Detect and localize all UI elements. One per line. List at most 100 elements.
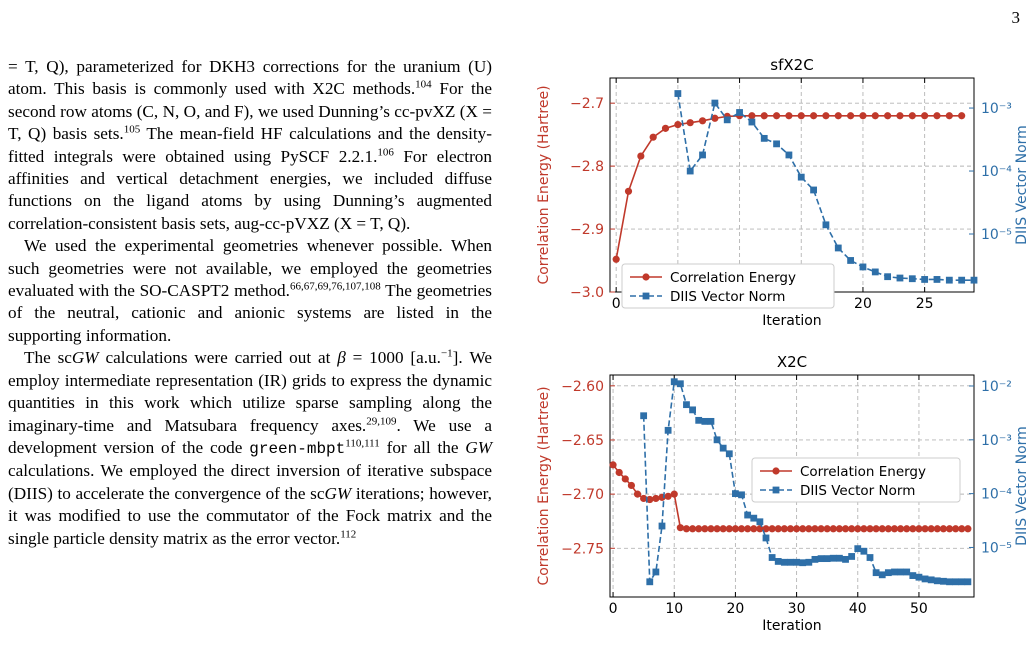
- data-point: [897, 568, 904, 576]
- text-run: 66,67,69,76,107,108: [289, 280, 381, 293]
- data-point: [805, 558, 813, 566]
- series-diis-vector-norm: [640, 378, 972, 586]
- data-point: [939, 525, 948, 533]
- data-point: [774, 525, 782, 533]
- data-point: [736, 109, 743, 116]
- data-point: [829, 525, 837, 533]
- data-point: [640, 412, 648, 420]
- data-point: [945, 525, 954, 533]
- y-tick-label-left: −2.60: [561, 379, 604, 395]
- data-point: [842, 555, 849, 563]
- y-axis-label-right: DIIS Vector Norm: [1014, 125, 1029, 245]
- data-point: [780, 525, 788, 533]
- data-point: [768, 525, 776, 533]
- data-point: [738, 491, 745, 499]
- data-point: [871, 268, 879, 276]
- data-point: [695, 416, 703, 424]
- text-run: β: [337, 348, 346, 368]
- data-point: [848, 525, 856, 533]
- data-point: [927, 525, 935, 533]
- data-point: [884, 273, 892, 281]
- data-point: [896, 525, 905, 533]
- data-point: [834, 112, 842, 120]
- text-run: calculations. We employed the direct inv…: [8, 461, 492, 503]
- data-point: [615, 468, 623, 477]
- y-tick-label-right: 10⁻³: [981, 101, 1012, 117]
- text-run: GW: [324, 483, 352, 503]
- x-tick-label: 50: [910, 601, 928, 617]
- data-point: [933, 525, 941, 533]
- data-point: [891, 568, 898, 576]
- data-point: [797, 173, 805, 181]
- data-point: [664, 492, 672, 500]
- data-point: [787, 558, 794, 566]
- text-run: green-mbpt: [249, 439, 346, 458]
- data-point: [750, 525, 758, 533]
- data-point: [903, 525, 911, 533]
- data-point: [701, 417, 709, 425]
- legend-marker: [772, 486, 780, 494]
- text-run: 105: [123, 123, 141, 136]
- data-point: [809, 112, 818, 120]
- data-point: [859, 263, 867, 271]
- y-tick-label-left: −2.70: [561, 487, 604, 503]
- plot-frame: [609, 77, 975, 293]
- data-point: [958, 578, 966, 586]
- y-tick-label-right: 10⁻⁵: [981, 227, 1012, 243]
- data-point: [872, 525, 880, 533]
- data-point: [737, 525, 746, 533]
- y-tick-label-right: 10⁻⁵: [981, 540, 1012, 556]
- data-point: [945, 112, 953, 120]
- data-point: [835, 525, 844, 533]
- data-point: [829, 554, 837, 562]
- data-point: [682, 525, 691, 533]
- data-point: [946, 578, 953, 586]
- legend-marker: [642, 292, 650, 300]
- data-point: [723, 116, 731, 124]
- data-point: [884, 112, 892, 120]
- data-point: [927, 576, 935, 584]
- data-point: [915, 573, 923, 581]
- data-point: [836, 554, 843, 562]
- paragraph-basis-sets: = T, Q), parameterized for DKH3 correcti…: [8, 56, 492, 235]
- data-point: [760, 134, 768, 142]
- x-tick-label: 20: [726, 601, 744, 617]
- data-point: [878, 525, 886, 533]
- text-run: 29,109: [366, 414, 397, 427]
- data-point: [772, 112, 781, 120]
- paragraph-geometries: We used the experimental geometries when…: [8, 235, 492, 347]
- data-point: [921, 112, 929, 120]
- x-tick-label: 30: [788, 601, 806, 617]
- y-tick-label-right: 10⁻⁴: [981, 487, 1012, 503]
- data-point: [676, 380, 684, 388]
- data-point: [817, 525, 825, 533]
- data-point: [686, 167, 694, 175]
- text-run: ]. We employ intermediate representation…: [8, 348, 492, 435]
- data-point: [805, 525, 813, 533]
- data-point: [896, 274, 904, 282]
- data-point: [609, 461, 617, 469]
- data-point: [732, 490, 739, 498]
- data-point: [748, 118, 756, 126]
- data-point: [945, 276, 953, 284]
- text-run: The geometries of the neutral, cationic …: [8, 281, 492, 345]
- data-point: [750, 514, 758, 522]
- data-point: [670, 490, 678, 498]
- data-point: [823, 525, 831, 533]
- text-run: = 1000 [a.u.: [345, 348, 441, 368]
- text-run: 104: [415, 78, 432, 91]
- data-point: [640, 494, 648, 503]
- chart-title: sfX2C: [770, 56, 813, 74]
- data-point: [744, 525, 752, 533]
- data-point: [686, 119, 694, 127]
- text-run: The sc: [24, 348, 72, 368]
- data-point: [774, 558, 782, 565]
- data-point: [896, 112, 904, 120]
- data-point: [933, 577, 941, 585]
- y-tick-label-right: 10⁻³: [981, 433, 1012, 449]
- data-point: [933, 276, 941, 283]
- data-point: [890, 525, 899, 533]
- data-point: [674, 120, 682, 129]
- data-point: [952, 525, 960, 533]
- data-point: [915, 525, 923, 533]
